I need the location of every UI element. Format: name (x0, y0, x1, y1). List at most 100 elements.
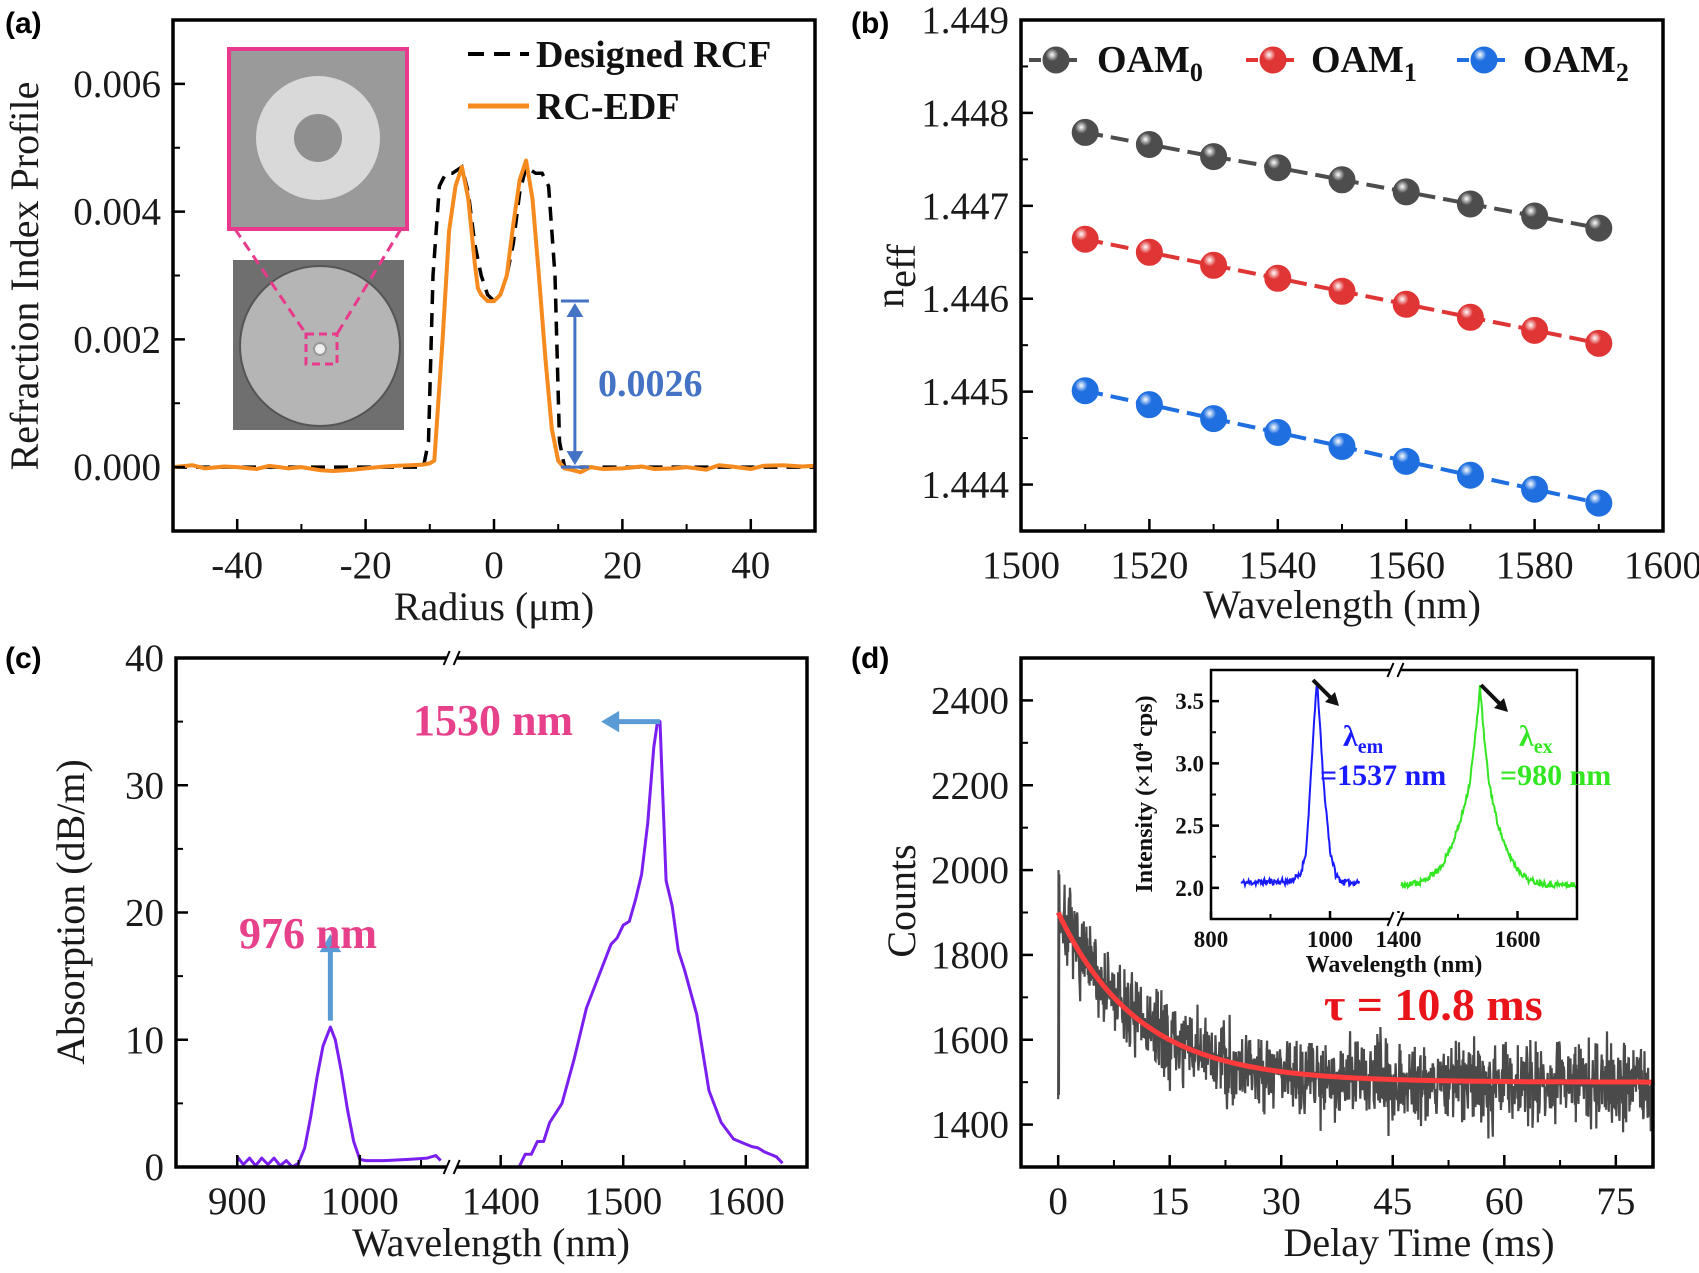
x-tick-label: 1600 (1494, 927, 1540, 952)
x-tick-label: 1580 (1496, 544, 1574, 587)
x-tick-label: 1520 (1110, 544, 1188, 587)
inset-y-title-post: cps) (1132, 695, 1158, 742)
axis-break-mark (1396, 662, 1405, 678)
absorption-curve-segment-1 (236, 1025, 442, 1169)
inset-plot-area: 800 1000 1400 1600 2.0 2.5 3.0 3.5 (1175, 662, 1579, 952)
series-rc-edf (172, 158, 816, 475)
x-tick-label: 1000 (321, 1180, 399, 1223)
y-tick-label: 2200 (931, 764, 1009, 807)
legend-label-designed: Designed RCF (536, 34, 771, 76)
x-axis-title: Wavelength (nm) (1203, 582, 1481, 627)
lambda-em-value: =1537 nm (1320, 759, 1446, 792)
lambda: λ (1343, 720, 1358, 753)
panel-label-c: (c) (5, 642, 42, 675)
panel-c: 900 1000 1400 1500 1600 0 10 20 30 40 Wavelength … (48, 637, 809, 1265)
y-tick-label: 1.449 (921, 0, 1009, 42)
data-point (1392, 178, 1420, 206)
x-tick-label: 75 (1596, 1180, 1635, 1223)
y-tick-label: 0.006 (73, 63, 161, 106)
y-tick-label: 30 (125, 764, 164, 807)
axis-break-gap (1390, 913, 1401, 925)
x-tick-label: 60 (1485, 1180, 1524, 1223)
plot-area: 0 15 30 45 60 75 1400 1600 1800 2000 2200 2400 (931, 656, 1655, 1223)
axis-break-mark (1396, 911, 1405, 927)
lambda-ex-label: λex (1519, 720, 1553, 758)
y-tick-label: 1.445 (921, 371, 1009, 414)
y-tick-label: 2.5 (1175, 814, 1204, 839)
lambda-sub: em (1358, 736, 1384, 758)
arrow-1530-head (601, 710, 620, 733)
data-point (1264, 154, 1292, 182)
plot-area: 1500 1520 1540 1560 1580 1600 1.444 1.445 1.446 1… (921, 0, 1699, 587)
peak-label-976: 976 nm (239, 909, 377, 958)
x-tick-label: 30 (1262, 1180, 1301, 1223)
data-point (1071, 118, 1099, 146)
axis-break-mark (442, 650, 451, 666)
series-designed-rcf (173, 164, 815, 469)
legend-name: OAM (1523, 39, 1616, 81)
legend-label-oam2: OAM2 (1523, 39, 1629, 87)
lifetime-label: τ = 10.8 ms (1324, 979, 1543, 1030)
axis-break-gap (446, 1161, 457, 1173)
y-tick-label: 2400 (931, 679, 1009, 722)
x-tick-label: -20 (340, 544, 392, 587)
data-point (1585, 214, 1613, 242)
plot-frame (1019, 656, 1655, 1169)
x-tick-label: 15 (1150, 1180, 1189, 1223)
axis-break-mark (442, 1159, 451, 1175)
legend-sub: 2 (1616, 58, 1629, 87)
inset-spectrum-ex_green (1400, 685, 1578, 891)
x-tick-label: 1600 (1624, 544, 1699, 587)
x-axis-title: Radius (μm) (394, 584, 594, 629)
legend-swatch-marker (1042, 46, 1070, 74)
fiber-inset-images (227, 47, 409, 430)
axis-break-mark (1386, 911, 1395, 927)
y-tick-label: 0.002 (73, 318, 161, 361)
y-tick-label: 3.0 (1175, 751, 1204, 776)
series-oam0 (1071, 118, 1613, 242)
zoom-line-right (335, 228, 403, 335)
legend-label-rc-edf: RC-EDF (536, 86, 680, 128)
y-tick-label: 10 (125, 1019, 164, 1062)
data-point (1071, 377, 1099, 405)
legend-label-oam1: OAM1 (1311, 39, 1417, 87)
plot-frame (171, 18, 817, 533)
data-point (1135, 130, 1163, 158)
fiber-core (313, 342, 327, 356)
data-point (1585, 329, 1613, 357)
legend-sub: 1 (1404, 58, 1417, 87)
y-tick-label: 2000 (931, 849, 1009, 892)
legend-swatch-marker (1259, 46, 1287, 74)
series-oam1 (1071, 225, 1613, 357)
x-tick-label: 1400 (1375, 927, 1421, 952)
data-point (1200, 143, 1228, 171)
x-tick-label: 0 (484, 544, 504, 587)
x-tick-label: 45 (1373, 1180, 1412, 1223)
inset-spectrum: 800 1000 1400 1600 2.0 2.5 3.0 3.5 Wavelength (n… (1131, 662, 1611, 978)
data-point (1456, 190, 1484, 218)
axis-break-mark (452, 1159, 461, 1175)
data-point (1328, 166, 1356, 194)
peak-arrow-head (1325, 692, 1339, 706)
y-tick-label: 1.447 (921, 185, 1009, 228)
panel-label-a: (a) (5, 7, 42, 40)
data-point (1200, 251, 1228, 279)
data-point (1071, 225, 1099, 253)
inset-spectrum-em_blue (1240, 682, 1361, 890)
y-axis-title: neff (867, 243, 924, 307)
lambda-sub: ex (1534, 736, 1553, 758)
plot-frame (174, 656, 809, 1169)
axis-break-gap (1390, 664, 1401, 676)
data-point (1264, 419, 1292, 447)
y-tick-label: 1600 (931, 1019, 1009, 1062)
delta-n-arrowhead-top (566, 303, 584, 318)
data-point (1135, 391, 1163, 419)
data-point (1521, 475, 1549, 503)
inset-y-axis-title: Intensity (×104 cps) (1131, 695, 1158, 892)
delta-n-arrowhead-bottom (566, 451, 584, 466)
x-axis-title: Wavelength (nm) (352, 1220, 630, 1265)
y-tick-label: 0.000 (73, 446, 161, 489)
x-tick-label: 1560 (1367, 544, 1445, 587)
legend: Designed RCF RC-EDF (468, 34, 771, 128)
legend-name: OAM (1097, 39, 1190, 81)
